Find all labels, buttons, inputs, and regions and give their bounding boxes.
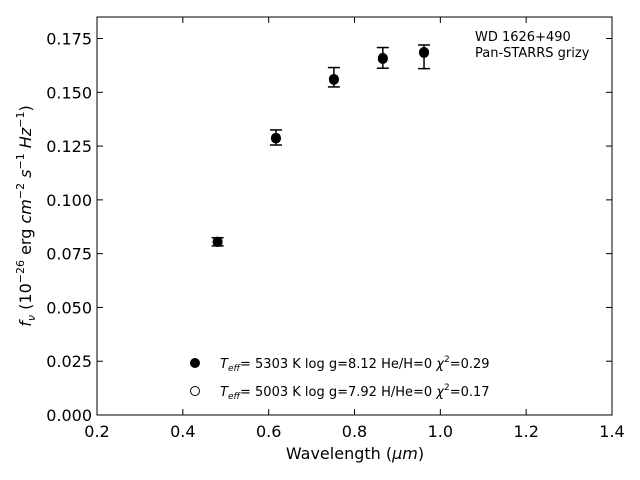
x-tick-label: 0.8: [342, 422, 367, 441]
x-tick-label: 1.4: [599, 422, 624, 441]
x-tick-label: 0.2: [84, 422, 109, 441]
y-axis-label: fν (10−26 erg cm−2 s−1 Hz−1): [14, 105, 38, 326]
annotation-line-1: WD 1626+490: [475, 30, 571, 45]
legend-marker-open: [190, 386, 200, 396]
model-point-open: [377, 52, 388, 63]
model-point-open: [419, 46, 430, 57]
y-tick-label: 0.125: [46, 137, 92, 156]
y-tick-label: 0.000: [46, 406, 92, 425]
x-axis-label: Wavelength (μm): [286, 444, 424, 463]
x-tick-label: 0.6: [256, 422, 281, 441]
y-tick-label: 0.050: [46, 298, 92, 317]
svg-text:fν (10−26 erg cm−2 s−1 Hz−1): fν (10−26 erg cm−2 s−1 Hz−1): [14, 105, 38, 326]
x-tick-label: 1.2: [513, 422, 538, 441]
model-point-open: [212, 236, 223, 247]
axis-ticks: 0.2 0.4 0.6 0.8 1.0 1.2 1.4 0.000 0.025 0.050 0.07…: [46, 17, 625, 441]
y-tick-label: 0.100: [46, 191, 92, 210]
annotation-line-2: Pan-STARRS grizy: [475, 46, 590, 61]
plot-frame: [96, 16, 613, 416]
y-tick-label: 0.075: [46, 245, 92, 264]
legend-entry-1: Teff= 5303 K log g=8.12 He/H=0 χ2=0.29: [220, 355, 490, 374]
x-tick-label: 1.0: [428, 422, 453, 441]
legend-marker-filled: [190, 358, 200, 368]
model-point-open: [270, 132, 281, 143]
y-tick-label: 0.025: [46, 352, 92, 371]
x-tick-label: 0.4: [170, 422, 195, 441]
y-tick-label: 0.150: [46, 83, 92, 102]
legend: Teff= 5303 K log g=8.12 He/H=0 χ2=0.29 T…: [190, 355, 490, 402]
plot-area: [211, 44, 431, 248]
legend-entry-2: Teff= 5003 K log g=7.92 H/He=0 χ2=0.17: [220, 383, 490, 402]
y-tick-label: 0.175: [46, 30, 92, 49]
model-point-open: [328, 73, 339, 84]
